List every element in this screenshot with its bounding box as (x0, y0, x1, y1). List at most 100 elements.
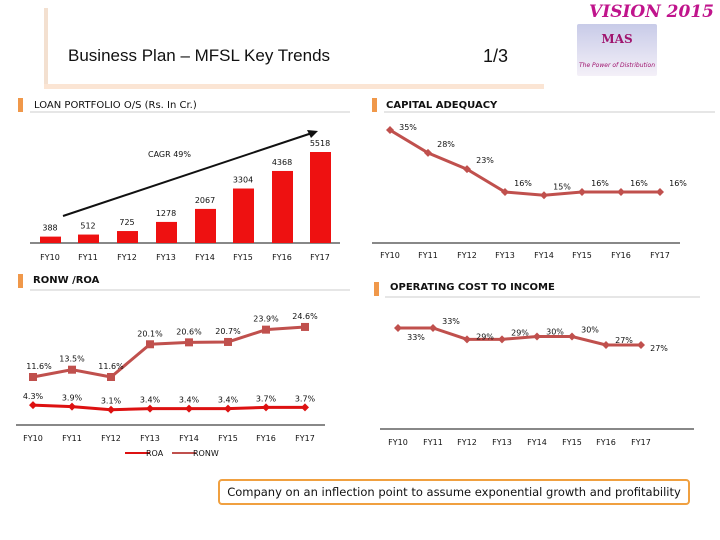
bar-FY10 (40, 236, 61, 243)
opex-point (568, 332, 576, 341)
opex-point (533, 332, 541, 341)
x-tick-label: FY10 (40, 253, 60, 262)
bar-FY14 (195, 208, 216, 243)
x-tick-label: FY14 (195, 253, 215, 262)
ronw-point (185, 338, 193, 347)
ronw-data-label: 20.6% (176, 327, 202, 336)
roa-data-label: 3.7% (295, 394, 316, 403)
bar-label: 725 (119, 218, 134, 227)
roa-point (146, 404, 154, 413)
capital-data-label: 16% (630, 179, 648, 188)
ronw-title: RONW /ROA (33, 275, 100, 286)
x-tick-label: FY16 (596, 438, 616, 447)
x-tick-label: FY17 (295, 434, 315, 443)
capital-data-label: 35% (399, 123, 417, 132)
capital-point (656, 188, 664, 196)
ronw-line (32, 325, 306, 379)
bar-FY17 (310, 152, 331, 243)
x-tick-label: FY10 (380, 251, 400, 260)
x-tick-label: FY11 (423, 438, 443, 447)
ronw-data-label: 13.5% (59, 355, 85, 364)
roa-data-label: 3.1% (101, 397, 122, 406)
capital-point (578, 188, 586, 196)
section-marker (18, 274, 23, 288)
bar-FY13 (156, 221, 177, 243)
ronw-data-label: 24.6% (292, 312, 318, 321)
x-tick-label: FY17 (631, 438, 651, 447)
x-tick-label: FY16 (272, 253, 292, 262)
x-tick-label: FY15 (218, 434, 238, 443)
ronw-data-label: 20.7% (215, 327, 241, 336)
x-tick-label: FY16 (256, 434, 276, 443)
ronw-data-label: 20.1% (137, 329, 163, 338)
capital-data-label: 16% (669, 179, 687, 188)
x-tick-label: FY12 (457, 438, 477, 447)
roa-data-label: 3.4% (140, 396, 161, 405)
capital-point (424, 148, 432, 157)
capital-title: CAPITAL ADEQUACY (386, 100, 498, 111)
roa-point (224, 404, 232, 413)
section-marker (18, 98, 23, 112)
opex-point (637, 340, 645, 349)
x-tick-label: FY13 (140, 434, 160, 443)
bar-label: 5518 (310, 139, 330, 148)
ronw-data-label: 11.6% (98, 362, 124, 371)
section-marker (374, 282, 379, 296)
section-marker (372, 98, 377, 112)
x-tick-label: FY13 (495, 251, 515, 260)
capital-data-label: 28% (437, 140, 455, 149)
roa-data-label: 3.9% (62, 394, 83, 403)
capital-data-label: 23% (476, 156, 494, 165)
opex-data-label: 30% (581, 325, 599, 334)
cagr-annotation: CAGR 49% (148, 150, 191, 159)
bar-label: 3304 (233, 176, 253, 185)
roa-data-label: 3.7% (256, 394, 277, 403)
page-number: 1/3 (483, 46, 509, 66)
arrow-head-icon (307, 130, 318, 138)
opex-point (498, 335, 506, 344)
capital-point (540, 191, 548, 200)
header-vline (44, 8, 48, 86)
ronw-point (224, 337, 232, 346)
x-tick-label: FY13 (156, 253, 176, 262)
ronw-point (29, 373, 37, 381)
company-logo: MAS The Power of Distribution (577, 24, 657, 76)
opex-point (429, 324, 437, 332)
opex-line (398, 326, 641, 347)
capital-point (617, 188, 625, 196)
ronw-point (146, 340, 154, 349)
bar-label: 512 (80, 222, 95, 231)
logo-tagline: The Power of Distribution (578, 62, 656, 69)
x-tick-label: FY16 (611, 251, 631, 260)
x-tick-label: FY14 (534, 251, 554, 260)
capital-data-label: 16% (591, 179, 609, 188)
header-hbar (44, 84, 544, 89)
vision-label: VISION 2015 (589, 2, 714, 22)
roa-data-label: 3.4% (179, 396, 200, 405)
loan-title: LOAN PORTFOLIO O/S (Rs. In Cr.) (34, 100, 197, 111)
bar-label: 4368 (272, 158, 292, 167)
capital-data-label: 15% (553, 182, 571, 191)
x-tick-label: FY17 (650, 251, 670, 260)
x-tick-label: FY11 (78, 253, 98, 262)
x-tick-label: FY12 (457, 251, 477, 260)
opex-data-label: 27% (650, 344, 668, 353)
bar-FY16 (272, 170, 293, 243)
roa-point (107, 405, 115, 414)
capital-point (463, 165, 471, 174)
roa-point (185, 404, 193, 413)
ronw-point (107, 373, 115, 381)
capital-data-label: 16% (514, 179, 532, 188)
roa-point (262, 403, 270, 412)
opex-data-label: 33% (407, 333, 425, 342)
x-tick-label: FY10 (388, 438, 408, 447)
opex-point (394, 324, 402, 332)
opex-data-label: 29% (511, 328, 529, 337)
ronw-point (68, 365, 76, 374)
opex-point (463, 335, 471, 344)
x-tick-label: FY15 (572, 251, 592, 260)
legend-ronw-label: RONW (193, 449, 219, 458)
legend-roa-label: ROA (146, 449, 164, 458)
opex-data-label: 33% (442, 317, 460, 326)
ronw-point (301, 322, 309, 331)
